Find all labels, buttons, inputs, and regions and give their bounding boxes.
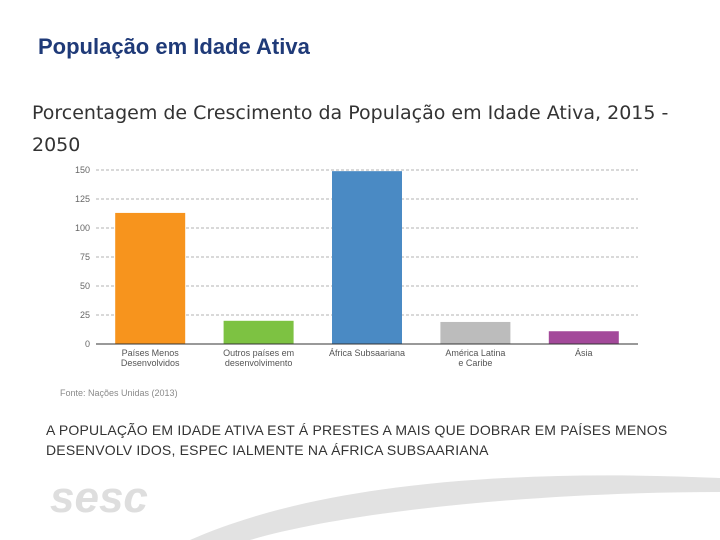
bar bbox=[332, 171, 402, 344]
y-tick-label: 75 bbox=[80, 252, 90, 262]
y-tick-label: 150 bbox=[75, 165, 90, 175]
y-tick-label: 125 bbox=[75, 194, 90, 204]
bar-chart: 0 25 50 75 100 125 150 Países MenosDesenvolvido… bbox=[75, 165, 638, 368]
y-tick-label: 25 bbox=[80, 310, 90, 320]
bar bbox=[223, 320, 294, 344]
x-tick-label: desenvolvimento bbox=[225, 358, 293, 368]
slide-title: População em Idade Ativa bbox=[38, 34, 310, 59]
x-tick-label: Ásia bbox=[575, 348, 593, 358]
x-tick-label: Países Menos bbox=[122, 348, 180, 358]
y-tick-label: 50 bbox=[80, 281, 90, 291]
caption-text: A POPULAÇÃO EM IDADE ATIVA EST Á PRESTES… bbox=[46, 422, 668, 458]
bar bbox=[548, 331, 619, 344]
chart-title: Porcentagem de Crescimento da População … bbox=[32, 102, 669, 156]
y-tick-label: 0 bbox=[85, 339, 90, 349]
source-note: Fonte: Nações Unidas (2013) bbox=[60, 388, 178, 398]
x-tick-label: América Latina bbox=[445, 348, 505, 358]
x-tick-label: e Caribe bbox=[458, 358, 492, 368]
x-tick-label: Desenvolvidos bbox=[121, 358, 180, 368]
bar bbox=[440, 321, 511, 344]
bar bbox=[115, 212, 186, 344]
y-tick-label: 100 bbox=[75, 223, 90, 233]
x-tick-label: Outros países em bbox=[223, 348, 294, 358]
logo-swoosh bbox=[190, 475, 720, 540]
logo-text: sesc bbox=[50, 473, 148, 522]
x-tick-label: África Subsaariana bbox=[329, 348, 405, 358]
